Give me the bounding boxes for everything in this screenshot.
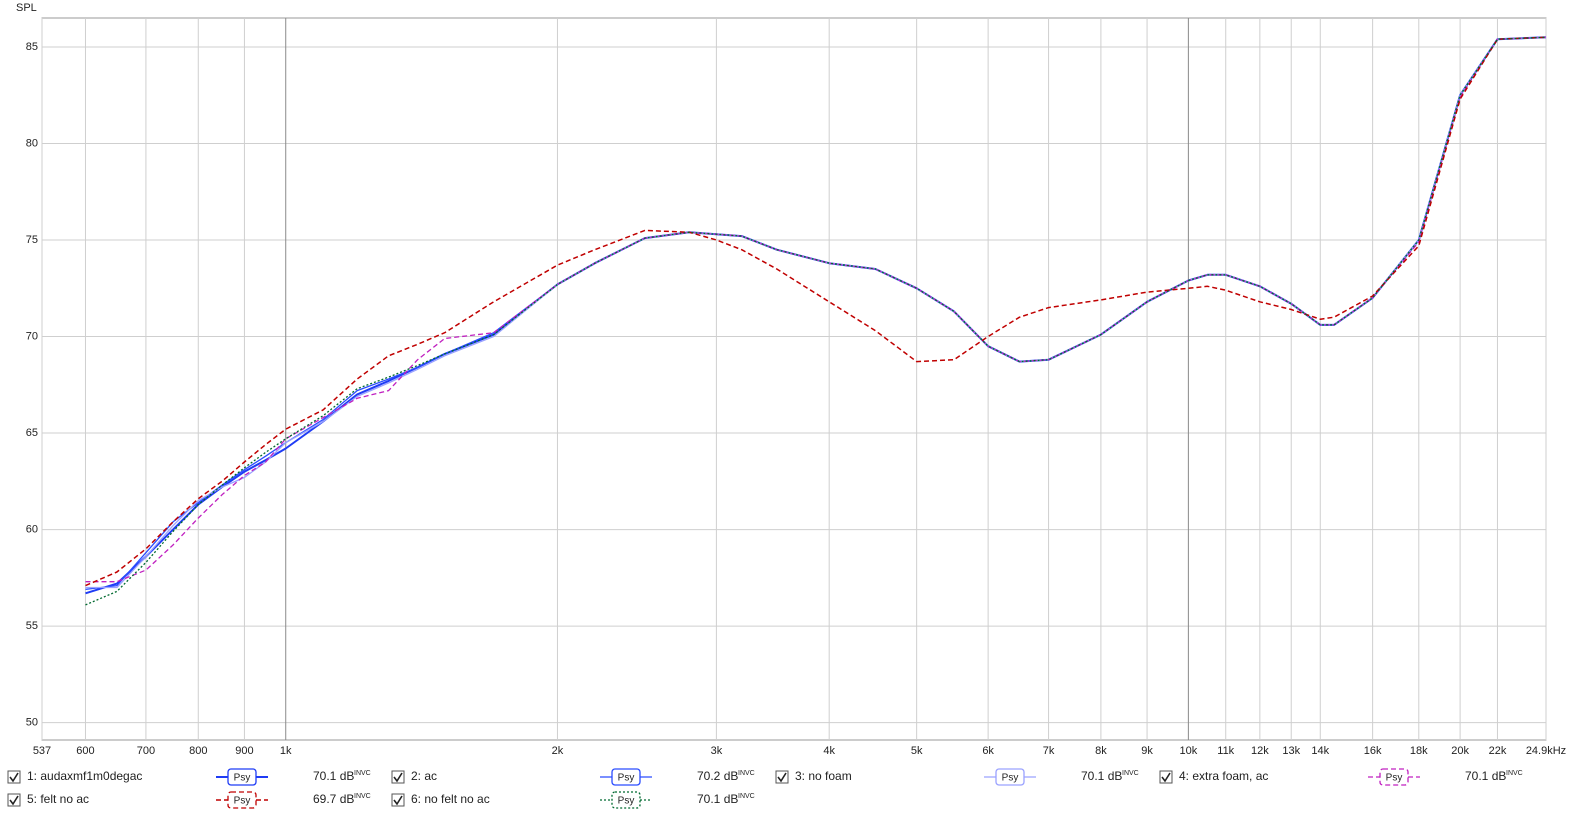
x-tick-label: 8k: [1095, 745, 1107, 757]
x-tick-label: 537: [33, 745, 51, 757]
legend-level-mode: INVC: [738, 770, 755, 777]
legend-level-mode: INVC: [1506, 770, 1523, 777]
x-tick-label: 800: [189, 745, 207, 757]
x-tick-label: 22k: [1489, 745, 1507, 757]
x-tick-label: 4k: [823, 745, 835, 757]
legend-label: 5: felt no ac: [27, 792, 89, 806]
series-line: [85, 36, 1547, 606]
x-tick-label: 2k: [552, 745, 564, 757]
x-tick-label: 3k: [711, 745, 723, 757]
legend-level-mode: INVC: [738, 793, 755, 800]
legend-smoothing: Psy: [1386, 773, 1403, 784]
legend-entry: 6: no felt no ac Psy 70.1 dB INVC: [391, 791, 755, 809]
legend-label: 1: audaxmf1m0degac: [27, 769, 142, 783]
series-line: [85, 36, 1547, 587]
y-axis-label: SPL: [16, 2, 37, 14]
legend-level: 70.1 dB: [697, 792, 738, 806]
x-tick-label: 14k: [1311, 745, 1329, 757]
legend-entry: 3: no foam Psy 70.1 dB INVC: [775, 768, 1139, 786]
y-tick-label: 60: [26, 523, 38, 535]
legend-smoothing-button[interactable]: [611, 768, 641, 786]
legend-check: [777, 772, 787, 783]
legend-level-mode: INVC: [354, 793, 371, 800]
legend-check: [9, 772, 19, 783]
legend-entry: 1: audaxmf1m0degac Psy 70.1 dB INVC: [7, 768, 371, 786]
legend-entry: 2: ac Psy 70.2 dB INVC: [391, 768, 755, 786]
legend-level: 70.1 dB: [1465, 769, 1506, 783]
legend-check: [393, 772, 403, 783]
legend-checkbox[interactable]: [7, 793, 21, 807]
x-tick-label: 11k: [1217, 745, 1234, 757]
legend-level-mode: INVC: [354, 770, 371, 777]
x-tick-label: 12k: [1251, 745, 1269, 757]
y-tick-label: 85: [26, 41, 38, 53]
x-tick-label: 900: [235, 745, 253, 757]
legend-smoothing-button[interactable]: [611, 791, 641, 809]
legend-smoothing: Psy: [618, 796, 635, 807]
x-tick-label: 13k: [1282, 745, 1300, 757]
legend-level: 70.1 dB: [313, 769, 354, 783]
legend-label: 6: no felt no ac: [411, 792, 490, 806]
y-tick-label: 55: [26, 620, 38, 632]
legend-entry: 5: felt no ac Psy 69.7 dB INVC: [7, 791, 371, 809]
x-tick-label: 700: [137, 745, 155, 757]
x-tick-label: 1k: [280, 745, 292, 757]
x-tick-label: 24.9kHz: [1526, 745, 1566, 757]
legend-checkbox[interactable]: [391, 793, 405, 807]
y-tick-label: 50: [26, 717, 38, 729]
x-tick-label: 6k: [982, 745, 994, 757]
legend-smoothing: Psy: [618, 773, 635, 784]
legend-level: 69.7 dB: [313, 792, 354, 806]
legend-smoothing-button[interactable]: [995, 768, 1025, 786]
legend-checkbox[interactable]: [7, 770, 21, 784]
x-tick-label: 20k: [1451, 745, 1469, 757]
legend-label: 4: extra foam, ac: [1179, 769, 1268, 783]
legend-smoothing: Psy: [234, 773, 251, 784]
legend-checkbox[interactable]: [775, 770, 789, 784]
x-tick-label: 7k: [1043, 745, 1055, 757]
x-tick-label: 18k: [1410, 745, 1428, 757]
legend-label: 3: no foam: [795, 769, 852, 783]
x-tick-label: 10k: [1180, 745, 1198, 757]
y-tick-label: 80: [26, 137, 38, 149]
legend-checkbox[interactable]: [1159, 770, 1173, 784]
legend-check: [1161, 772, 1171, 783]
x-tick-label: 16k: [1364, 745, 1382, 757]
legend-smoothing: Psy: [234, 796, 251, 807]
y-tick-label: 70: [26, 330, 38, 342]
x-tick-label: 600: [76, 745, 94, 757]
legend-checkbox[interactable]: [391, 770, 405, 784]
x-tick-label: 5k: [911, 745, 923, 757]
legend-level: 70.2 dB: [697, 769, 738, 783]
legend-level-mode: INVC: [1122, 770, 1139, 777]
plot-area: [41, 17, 1547, 741]
legend-label: 2: ac: [411, 769, 437, 783]
legend-level: 70.1 dB: [1081, 769, 1122, 783]
legend-smoothing: Psy: [1002, 773, 1019, 784]
legend-check: [9, 795, 19, 806]
legend-smoothing-button[interactable]: [227, 768, 257, 786]
legend-check: [393, 795, 403, 806]
legend-entry: 4: extra foam, ac Psy 70.1 dB INVC: [1159, 768, 1523, 786]
y-tick-label: 75: [26, 234, 38, 246]
x-tick-label: 9k: [1141, 745, 1153, 757]
y-tick-label: 65: [26, 427, 38, 439]
legend-smoothing-button[interactable]: [227, 791, 257, 809]
legend-smoothing-button[interactable]: [1379, 768, 1409, 786]
